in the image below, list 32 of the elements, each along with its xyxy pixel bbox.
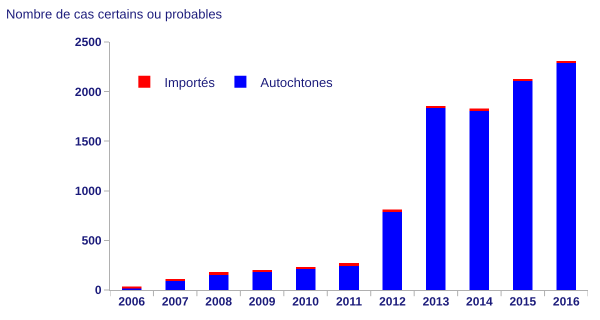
bar <box>296 268 316 290</box>
y-tick-label: 2000 <box>74 84 102 99</box>
bar <box>426 108 446 290</box>
legend-label: Importés <box>164 74 216 90</box>
y-tick-label: 2500 <box>74 35 102 50</box>
x-tick-label: 2008 <box>205 294 232 308</box>
bar <box>382 211 402 290</box>
legend-label: Autochtones <box>260 74 334 90</box>
y-tick-label: 1000 <box>74 184 102 198</box>
bar <box>208 274 228 290</box>
chart-title: Nombre de cas certains ou probables <box>6 6 223 22</box>
y-tick-label: 0 <box>94 283 102 298</box>
bar <box>470 110 490 290</box>
bar <box>513 80 533 290</box>
x-tick-label: 2009 <box>248 294 276 308</box>
x-tick-label: 2016 <box>552 294 580 308</box>
bar <box>339 266 359 290</box>
x-tick-label: 2007 <box>162 294 189 308</box>
y-tick-label: 1500 <box>74 134 102 148</box>
x-tick-label: 2012 <box>379 294 406 308</box>
x-tick-label: 2015 <box>509 294 536 308</box>
bar <box>339 263 359 266</box>
x-tick-label: 2013 <box>422 294 450 308</box>
y-tick-label: 500 <box>82 234 102 248</box>
bar <box>208 272 228 275</box>
x-tick-label: 2014 <box>466 294 494 308</box>
bar <box>556 62 576 290</box>
x-tick-label: 2006 <box>118 294 146 308</box>
bar <box>165 280 185 290</box>
x-tick-label: 2011 <box>336 294 362 308</box>
bar <box>252 272 272 290</box>
x-tick-label: 2010 <box>292 294 320 308</box>
